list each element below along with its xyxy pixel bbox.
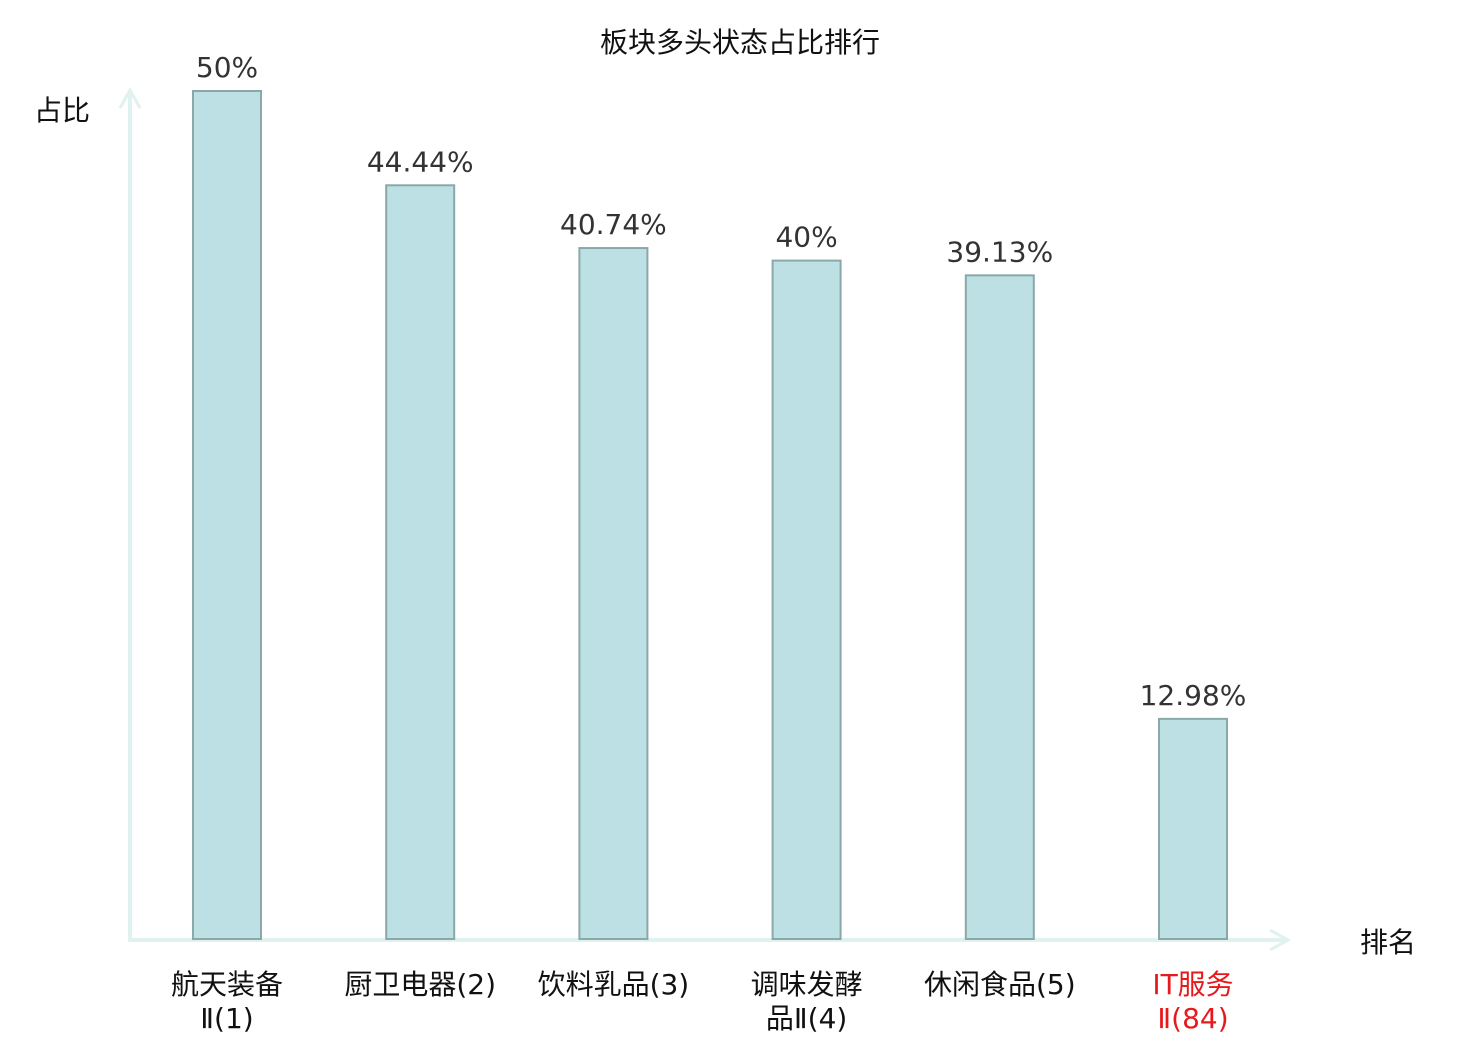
x-tick-label: Ⅱ(1) [200, 1002, 253, 1035]
data-label: 12.98% [1140, 679, 1247, 712]
data-label: 44.44% [367, 145, 474, 178]
x-tick-label: 调味发酵 [751, 968, 863, 1001]
y-axis-arrow-icon [118, 86, 142, 109]
data-label: 39.13% [946, 235, 1053, 268]
x-tick-label: 航天装备 [171, 968, 283, 1001]
x-tick-label: IT服务 [1152, 968, 1233, 1001]
axes [118, 86, 1292, 952]
bar [1158, 717, 1228, 940]
x-tick-label: 品Ⅱ(4) [766, 1002, 847, 1035]
data-label: 50% [196, 51, 258, 84]
x-axis-arrow-icon [1269, 928, 1292, 952]
bar [964, 274, 1035, 940]
bar [385, 184, 456, 940]
bar [192, 90, 262, 940]
bar [771, 259, 842, 941]
data-label: 40% [775, 221, 837, 254]
bar [578, 247, 649, 940]
x-tick-label: 休闲食品(5) [924, 968, 1076, 1001]
x-tick-label: Ⅱ(84) [1157, 1002, 1228, 1035]
chart-title: 板块多头状态占比排行 [600, 26, 880, 59]
x-tick-label: 饮料乳品(3) [538, 968, 690, 1001]
x-tick-label: 厨卫电器(2) [344, 968, 496, 1001]
y-axis-label: 占比 [34, 94, 90, 127]
data-label: 40.74% [560, 208, 667, 241]
x-axis-label: 排名 [1360, 926, 1416, 959]
